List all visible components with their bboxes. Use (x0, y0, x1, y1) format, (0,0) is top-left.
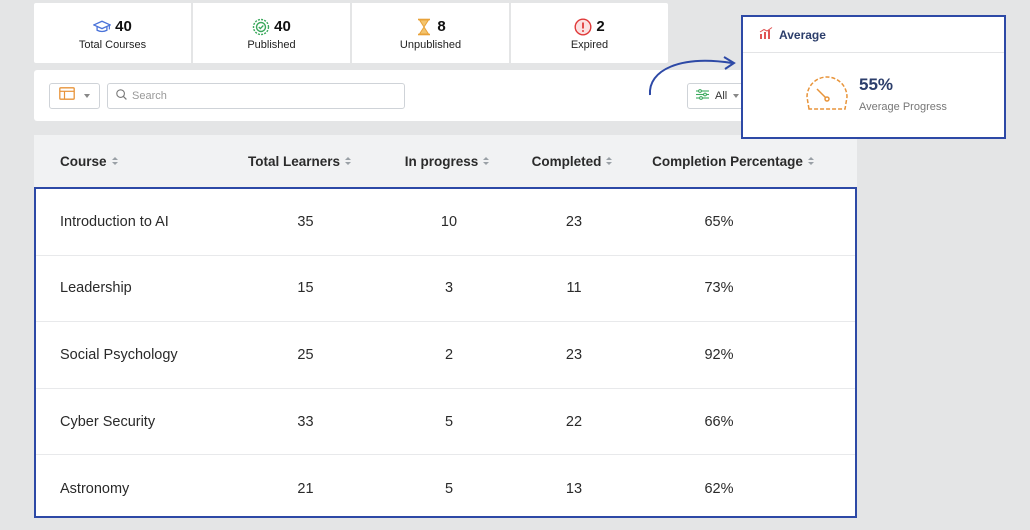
sort-icon (807, 157, 814, 165)
cell-in-progress: 10 (440, 213, 458, 230)
table-view-icon (59, 87, 75, 105)
chevron-down-icon (733, 94, 740, 98)
table-body: Introduction to AI 35 10 23 65% Leadersh… (34, 187, 857, 518)
sort-icon (606, 157, 613, 165)
cell-in-progress: 3 (444, 280, 454, 297)
stat-expired[interactable]: 2 Expired (511, 3, 668, 63)
sort-icon (111, 157, 118, 165)
column-label: Completed (531, 153, 602, 169)
cell-course: Social Psychology (60, 346, 178, 363)
search-placeholder: Search (132, 90, 167, 102)
column-label: In progress (404, 153, 479, 169)
stat-label: Expired (570, 38, 609, 51)
table-header: Course Total Learners In progress Comple… (34, 135, 857, 187)
stat-published[interactable]: 40 Published (193, 3, 352, 63)
cell-course: Leadership (60, 280, 132, 297)
column-label: Completion Percentage (652, 153, 803, 169)
column-label: Course (60, 153, 107, 169)
stat-unpublished[interactable]: 8 Unpublished (352, 3, 511, 63)
stat-value: 40 (115, 18, 132, 35)
stat-value: 2 (596, 18, 605, 35)
cell-in-progress: 5 (444, 480, 454, 497)
filter-sliders-icon (696, 87, 709, 105)
cell-course: Introduction to AI (60, 213, 169, 230)
column-header-in-progress[interactable]: In progress (367, 154, 527, 169)
gauge-icon (806, 76, 848, 110)
cell-completed: 22 (565, 413, 583, 430)
stat-label: Published (247, 38, 296, 51)
table-row[interactable]: Social Psychology 25 2 23 92% (36, 322, 855, 389)
stat-label: Unpublished (399, 38, 462, 51)
average-progress-card: Average 55% Average Progress (741, 15, 1006, 139)
average-card-body: 55% Average Progress (743, 53, 1004, 137)
cell-in-progress: 5 (444, 413, 454, 430)
search-icon (116, 87, 127, 105)
alert-circle-icon (574, 17, 592, 36)
cell-total-learners: 33 (297, 413, 314, 430)
stat-value: 8 (437, 18, 446, 35)
view-toggle-dropdown[interactable] (49, 83, 100, 109)
cell-completion-percentage: 65% (704, 213, 734, 230)
column-header-course[interactable]: Course (34, 154, 232, 169)
cell-completed: 13 (565, 480, 583, 497)
cell-course: Cyber Security (60, 413, 156, 430)
sort-icon (345, 157, 352, 165)
table-row[interactable]: Leadership 15 3 11 73% (36, 256, 855, 323)
average-card-title: Average (779, 27, 826, 42)
stats-summary: 40 Total Courses 40 Published 8 Unpublis… (34, 3, 668, 63)
sort-icon (483, 157, 490, 165)
table-row[interactable]: Introduction to AI 35 10 23 65% (36, 189, 855, 256)
cell-total-learners: 15 (297, 280, 314, 297)
cell-completed: 11 (566, 280, 582, 297)
filter-label: All (715, 90, 728, 102)
column-header-completion-percentage[interactable]: Completion Percentage (617, 154, 849, 169)
hourglass-icon (415, 18, 433, 36)
cell-completion-percentage: 73% (704, 280, 734, 297)
column-header-completed[interactable]: Completed (527, 154, 617, 169)
cell-completion-percentage: 92% (704, 346, 734, 363)
chevron-down-icon (84, 94, 90, 98)
cell-total-learners: 21 (297, 480, 314, 497)
column-header-total-learners[interactable]: Total Learners (232, 154, 367, 169)
cell-completion-percentage: 62% (704, 480, 734, 497)
toolbar: Search All (34, 70, 774, 121)
table-row[interactable]: Cyber Security 33 5 22 66% (36, 389, 855, 456)
table-row[interactable]: Astronomy 21 5 13 62% (36, 455, 855, 522)
stat-total-courses[interactable]: 40 Total Courses (34, 3, 193, 63)
stat-label: Total Courses (78, 38, 147, 51)
trend-chart-icon (759, 26, 773, 44)
graduation-cap-icon (93, 18, 112, 36)
cell-completed: 23 (565, 213, 583, 230)
published-badge-icon (252, 18, 270, 36)
average-progress-label: Average Progress (859, 101, 947, 113)
cell-completion-percentage: 66% (704, 413, 734, 430)
courses-table: Course Total Learners In progress Comple… (34, 135, 857, 518)
cell-course: Astronomy (60, 480, 130, 497)
average-progress-value: 55% (859, 75, 894, 94)
curved-arrow-icon (648, 56, 736, 96)
cell-in-progress: 2 (444, 346, 454, 363)
column-label: Total Learners (247, 153, 341, 169)
cell-total-learners: 35 (297, 213, 314, 230)
cell-completed: 23 (565, 346, 583, 363)
average-card-header: Average (743, 17, 1004, 53)
search-input[interactable]: Search (107, 83, 405, 109)
stat-value: 40 (274, 18, 291, 35)
cell-total-learners: 25 (297, 346, 314, 363)
